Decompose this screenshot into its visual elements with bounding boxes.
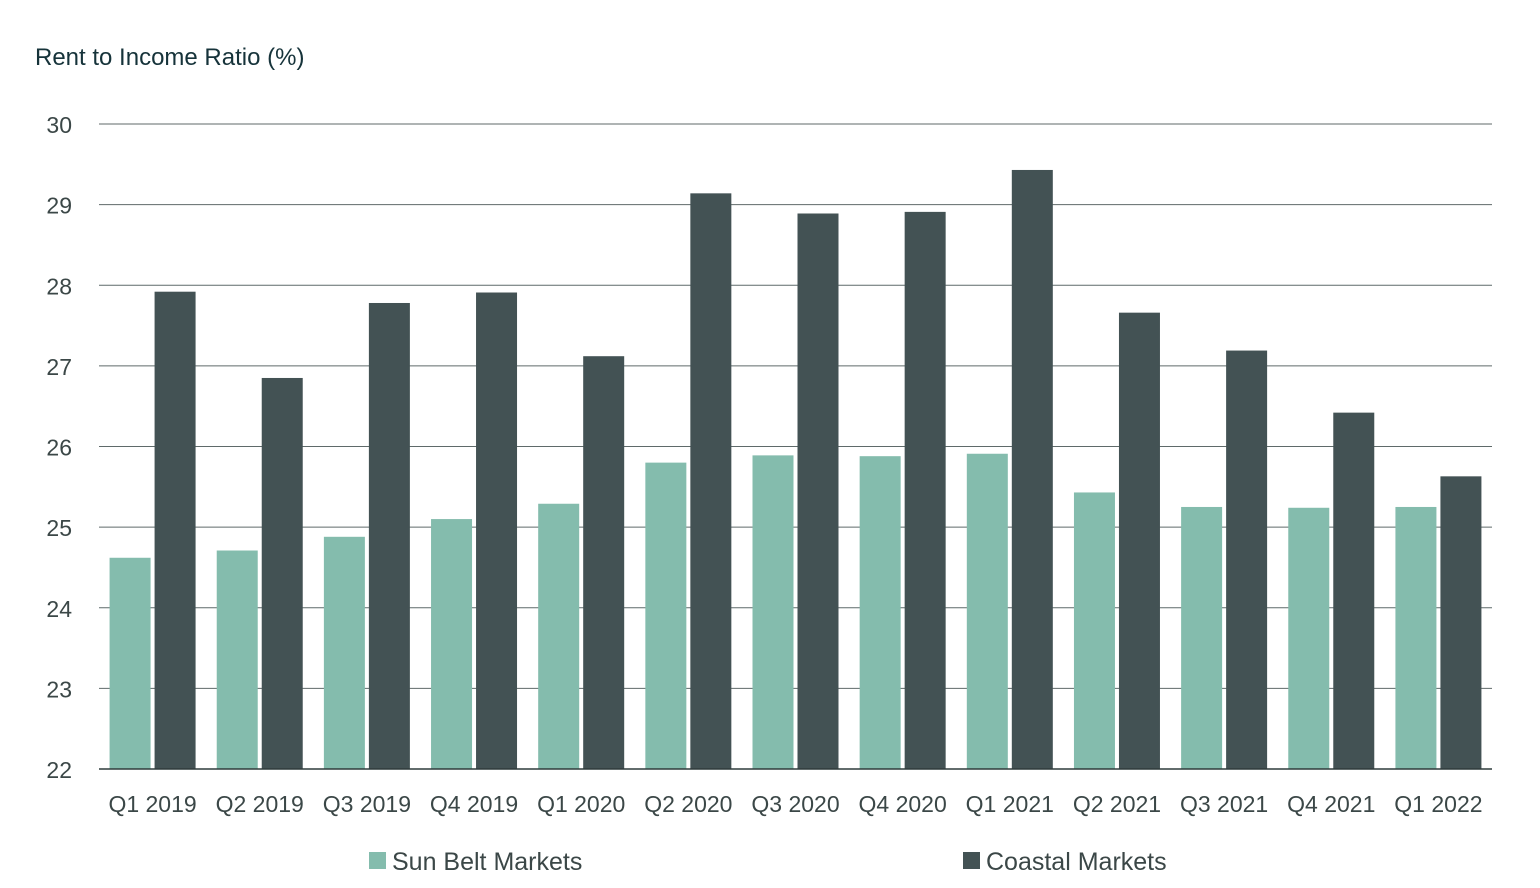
y-tick-label: 30 [46,112,72,138]
y-tick-label: 28 [46,273,72,299]
y-tick-label: 27 [46,354,72,380]
sun-belt-bar-q3-2019 [323,536,365,769]
sun-belt-bar-q4-2021 [1288,507,1330,769]
gridlines [99,123,1492,689]
bars [109,169,1482,770]
x-tick-label: Q4 2021 [1287,791,1375,817]
coastal-bar-q1-2021 [1011,169,1053,770]
sun-belt-bar-q3-2020 [752,455,794,769]
legend-swatch-coastal [963,852,980,869]
coastal-bar-q1-2020 [583,356,625,769]
coastal-bar-q4-2019 [476,292,518,769]
sun-belt-bar-q3-2021 [1181,506,1223,769]
coastal-bar-q4-2021 [1333,412,1375,769]
x-tick-label: Q2 2021 [1073,791,1161,817]
coastal-bar-q3-2019 [368,302,410,769]
x-tick-label: Q3 2019 [323,791,411,817]
sun-belt-bar-q1-2021 [966,453,1008,769]
legend-label-sun-belt: Sun Belt Markets [392,848,582,876]
x-tick-label: Q4 2020 [859,791,947,817]
sun-belt-bar-q1-2020 [538,503,580,769]
y-tick-label: 24 [46,596,72,622]
legend: Sun Belt Markets Coastal Markets [369,848,1167,876]
coastal-bar-q3-2020 [797,213,839,769]
legend-label-coastal: Coastal Markets [986,848,1167,876]
sun-belt-bar-q1-2019 [109,557,151,769]
y-tick-labels: 22 23 24 25 26 27 28 29 30 [46,112,72,783]
coastal-bar-q1-2022 [1440,476,1482,769]
coastal-bar-q2-2021 [1118,312,1160,769]
y-tick-label: 22 [46,757,72,783]
x-tick-label: Q1 2021 [966,791,1054,817]
sun-belt-bar-q4-2020 [859,456,901,769]
legend-swatch-sun-belt [369,852,386,869]
x-tick-label: Q4 2019 [430,791,518,817]
coastal-bar-q2-2020 [690,193,732,769]
coastal-bar-q2-2019 [261,377,303,769]
x-tick-label: Q1 2022 [1394,791,1482,817]
x-tick-label: Q2 2019 [216,791,304,817]
y-tick-label: 26 [46,435,72,461]
sun-belt-bar-q2-2021 [1073,492,1115,769]
sun-belt-bar-q1-2022 [1395,506,1437,769]
x-tick-label: Q3 2021 [1180,791,1268,817]
coastal-bar-q4-2020 [904,211,946,770]
x-tick-label: Q1 2019 [108,791,196,817]
x-tick-label: Q3 2020 [751,791,839,817]
coastal-bar-q3-2021 [1226,350,1268,769]
sun-belt-bar-q2-2020 [645,462,687,769]
y-tick-label: 25 [46,515,72,541]
y-tick-label: 23 [46,676,72,702]
x-tick-label: Q1 2020 [537,791,625,817]
coastal-bar-q1-2019 [154,291,196,769]
x-tick-labels: Q1 2019 Q2 2019 Q3 2019 Q4 2019 Q1 2020 Q2 20… [108,791,1482,817]
x-tick-label: Q2 2020 [644,791,732,817]
y-tick-label: 29 [46,193,72,219]
y-axis-label: Rent to Income Ratio (%) [35,44,304,71]
sun-belt-bar-q2-2019 [216,550,258,769]
sun-belt-bar-q4-2019 [431,519,473,769]
